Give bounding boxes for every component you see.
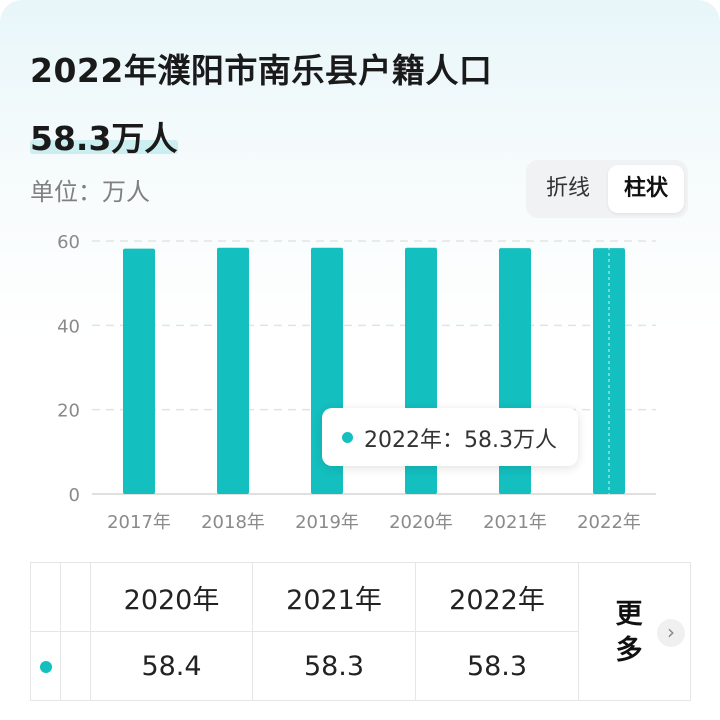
bar-chart-toggle-button[interactable]: 柱状	[608, 165, 684, 213]
bar-chart[interactable]: 0 20 40 60 2017年 2018年 2019年 2020年 2021年 2022年	[0, 220, 720, 540]
table-header-cell: 2021年	[252, 562, 416, 632]
bar[interactable]	[217, 247, 249, 494]
x-tick-label: 2017年	[107, 512, 171, 533]
table-row: 58.4 58.3 58.3	[30, 631, 691, 701]
table-corner-cell	[60, 562, 91, 632]
table-header-cell: 2020年	[90, 562, 253, 632]
x-tick-label: 2019年	[295, 512, 359, 533]
y-tick-label: 60	[57, 232, 80, 253]
x-tick-label: 2022年	[577, 512, 641, 533]
chevron-right-icon: ›	[657, 619, 685, 647]
y-tick-label: 0	[69, 485, 80, 506]
table-corner-cell	[30, 562, 61, 632]
y-tick-label: 20	[57, 401, 80, 422]
table-cell: 58.3	[252, 631, 416, 701]
page-title: 2022年濮阳市南乐县户籍人口	[30, 51, 493, 90]
headline-highlight	[30, 140, 178, 154]
table-header-row: 2020年 2021年 2022年 更多 ›	[30, 562, 691, 701]
series-marker-cell	[30, 631, 61, 701]
bar[interactable]	[593, 248, 625, 494]
table-spacer-cell	[60, 631, 91, 701]
bar[interactable]	[123, 248, 155, 494]
y-tick-label: 40	[57, 316, 80, 337]
table-cell: 58.4	[90, 631, 253, 701]
data-table: 2020年 2021年 2022年 更多 › 58.4 58.3 58.3	[30, 562, 691, 701]
table-header-cell: 2022年	[415, 562, 579, 632]
x-tick-label: 2020年	[389, 512, 453, 533]
more-button[interactable]: 更多 ›	[578, 562, 691, 701]
table-cell: 58.3	[415, 631, 579, 701]
chart-type-toggle: 折线 柱状	[526, 160, 688, 218]
headline-value: 58.3万人	[30, 119, 178, 158]
x-tick-label: 2018年	[201, 512, 265, 533]
more-label: 更多	[615, 599, 643, 666]
tooltip-text: 2022年：58.3万人	[364, 428, 557, 453]
unit-label: 单位：万人	[30, 178, 150, 206]
series-dot-icon	[39, 661, 52, 673]
line-chart-toggle-button[interactable]: 折线	[545, 176, 590, 201]
chart-tooltip: 2022年：58.3万人	[322, 408, 578, 466]
tooltip-series-dot	[342, 432, 353, 443]
x-tick-label: 2021年	[483, 512, 547, 533]
